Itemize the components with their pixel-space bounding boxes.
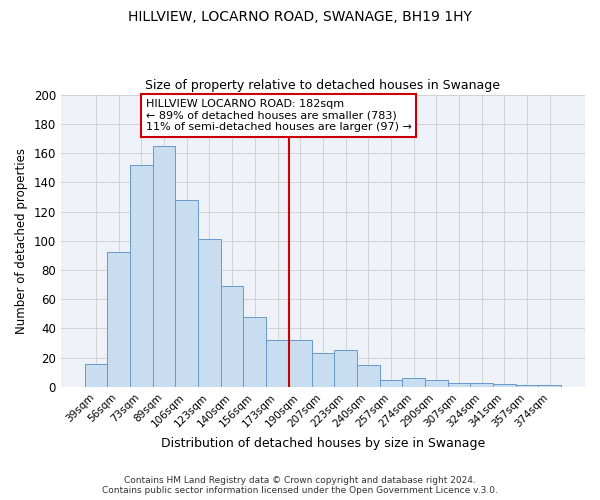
Bar (448, 382, 470, 387)
Bar (403, 378, 425, 387)
Bar (198, 240, 221, 387)
Bar (470, 382, 493, 387)
Title: Size of property relative to detached houses in Swanage: Size of property relative to detached ho… (145, 79, 500, 92)
Bar (425, 380, 448, 387)
Text: HILLVIEW, LOCARNO ROAD, SWANAGE, BH19 1HY: HILLVIEW, LOCARNO ROAD, SWANAGE, BH19 1H… (128, 10, 472, 24)
Bar (538, 386, 561, 387)
Bar (516, 386, 538, 387)
Bar (380, 380, 403, 387)
Bar (334, 350, 357, 387)
Bar (244, 317, 266, 387)
Bar (311, 354, 334, 387)
Bar (357, 365, 380, 387)
Bar (266, 340, 289, 387)
Bar (152, 146, 175, 387)
X-axis label: Distribution of detached houses by size in Swanage: Distribution of detached houses by size … (161, 437, 485, 450)
Bar (221, 286, 244, 387)
Bar (130, 164, 152, 387)
Bar (289, 340, 311, 387)
Text: Contains HM Land Registry data © Crown copyright and database right 2024.
Contai: Contains HM Land Registry data © Crown c… (102, 476, 498, 495)
Bar (85, 364, 107, 387)
Text: HILLVIEW LOCARNO ROAD: 182sqm
← 89% of detached houses are smaller (783)
11% of : HILLVIEW LOCARNO ROAD: 182sqm ← 89% of d… (146, 99, 412, 132)
Bar (107, 252, 130, 387)
Y-axis label: Number of detached properties: Number of detached properties (15, 148, 28, 334)
Bar (493, 384, 516, 387)
Bar (175, 200, 198, 387)
